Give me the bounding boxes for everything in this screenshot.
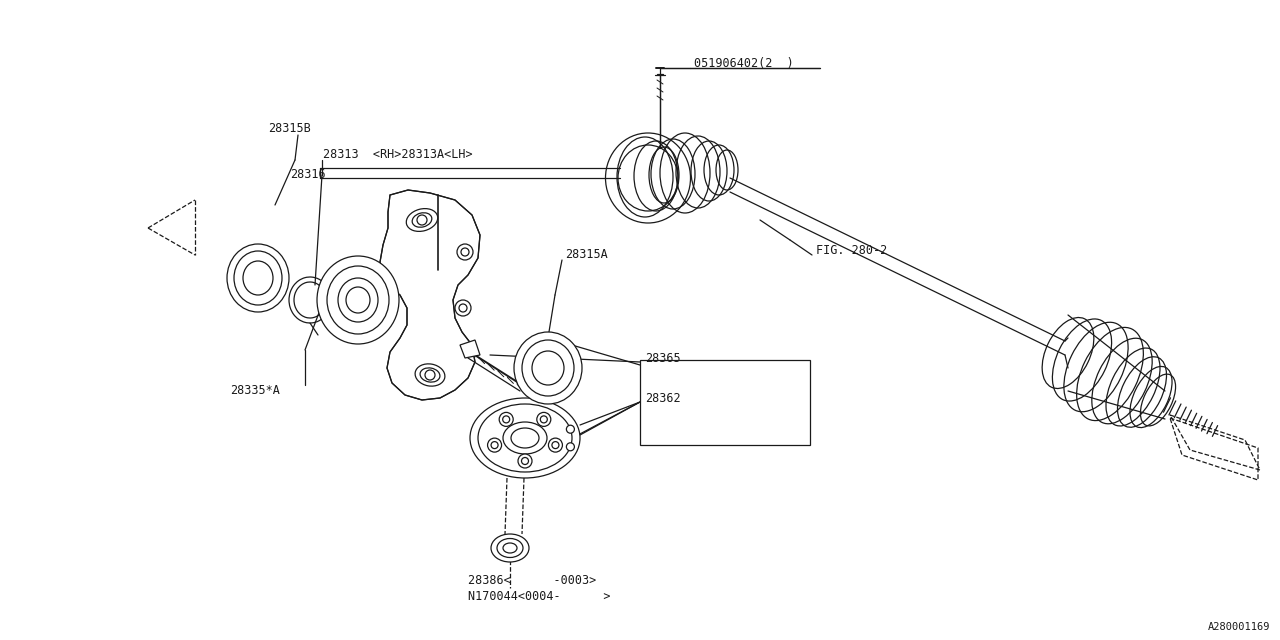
Text: 28313  <RH>28313A<LH>: 28313 <RH>28313A<LH> [323,148,472,161]
Ellipse shape [492,534,529,562]
Ellipse shape [227,244,289,312]
Text: 28315A: 28315A [564,248,608,262]
Ellipse shape [415,364,445,386]
Text: 051906402(2  ): 051906402(2 ) [694,56,794,70]
Polygon shape [380,190,480,400]
Circle shape [499,412,513,426]
Ellipse shape [317,256,399,344]
Text: 28362: 28362 [645,392,681,404]
Circle shape [454,300,471,316]
Polygon shape [460,340,480,358]
Text: N170044<0004-      >: N170044<0004- > [468,589,611,602]
Ellipse shape [515,332,582,404]
Circle shape [566,443,575,451]
Circle shape [536,412,550,426]
Circle shape [457,244,474,260]
Text: 28315B: 28315B [268,122,311,134]
Text: 28386<      -0003>: 28386< -0003> [468,573,596,586]
Circle shape [518,454,532,468]
Text: FIG. 280-2: FIG. 280-2 [817,243,887,257]
Text: 28335*A: 28335*A [230,383,280,397]
Ellipse shape [406,209,438,232]
Circle shape [566,425,575,433]
Text: 28316: 28316 [291,168,325,182]
Text: A280001169: A280001169 [1207,622,1270,632]
Text: 28365: 28365 [645,351,681,365]
Circle shape [548,438,562,452]
Ellipse shape [470,398,580,478]
Circle shape [488,438,502,452]
